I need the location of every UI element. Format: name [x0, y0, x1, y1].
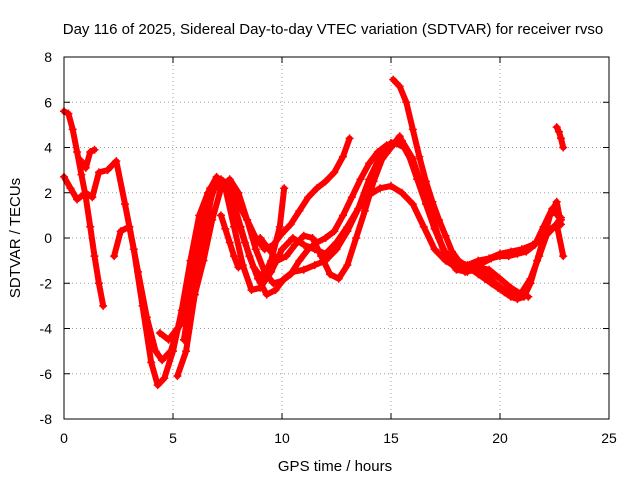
plus-markers: [179, 175, 289, 344]
series-line: [553, 124, 567, 151]
series-track-11: [217, 211, 243, 272]
series-track-9: [77, 145, 99, 172]
x-tick-label: 10: [274, 430, 290, 446]
series-track-10: [552, 123, 568, 152]
y-tick-label: 8: [44, 49, 52, 65]
y-tick-label: -2: [40, 275, 53, 291]
y-tick-label: -4: [40, 321, 53, 337]
data-series: [60, 75, 568, 390]
plus-markers: [389, 75, 565, 304]
x-tick-label: 5: [169, 430, 177, 446]
x-axis-label: GPS time / hours: [278, 458, 392, 475]
y-axis-label: SDTVAR / TECUs: [7, 178, 24, 298]
y-tick-label: 2: [44, 185, 52, 201]
plus-markers: [77, 145, 99, 172]
plus-markers: [552, 123, 568, 152]
y-tick-label: -6: [40, 366, 53, 382]
y-tick-label: 0: [44, 230, 52, 246]
series-track-8: [389, 75, 565, 304]
y-tick-label: -8: [40, 411, 53, 427]
plus-markers: [217, 211, 243, 272]
y-tick-label: 6: [44, 94, 52, 110]
series-line: [78, 146, 98, 171]
x-tick-label: 25: [601, 430, 617, 446]
x-tick-label: 15: [383, 430, 399, 446]
x-tick-label: 0: [60, 430, 68, 446]
chart-title: Day 116 of 2025, Sidereal Day-to-day VTE…: [63, 21, 603, 38]
y-tick-label: 4: [44, 140, 52, 156]
axis-ticks: 0 5 10 15 20 25 -8 -6 -4 -2 0 2 4 6 8: [40, 49, 617, 446]
series-line: [61, 108, 107, 309]
x-tick-label: 20: [492, 430, 508, 446]
series-track-6: [179, 175, 289, 344]
